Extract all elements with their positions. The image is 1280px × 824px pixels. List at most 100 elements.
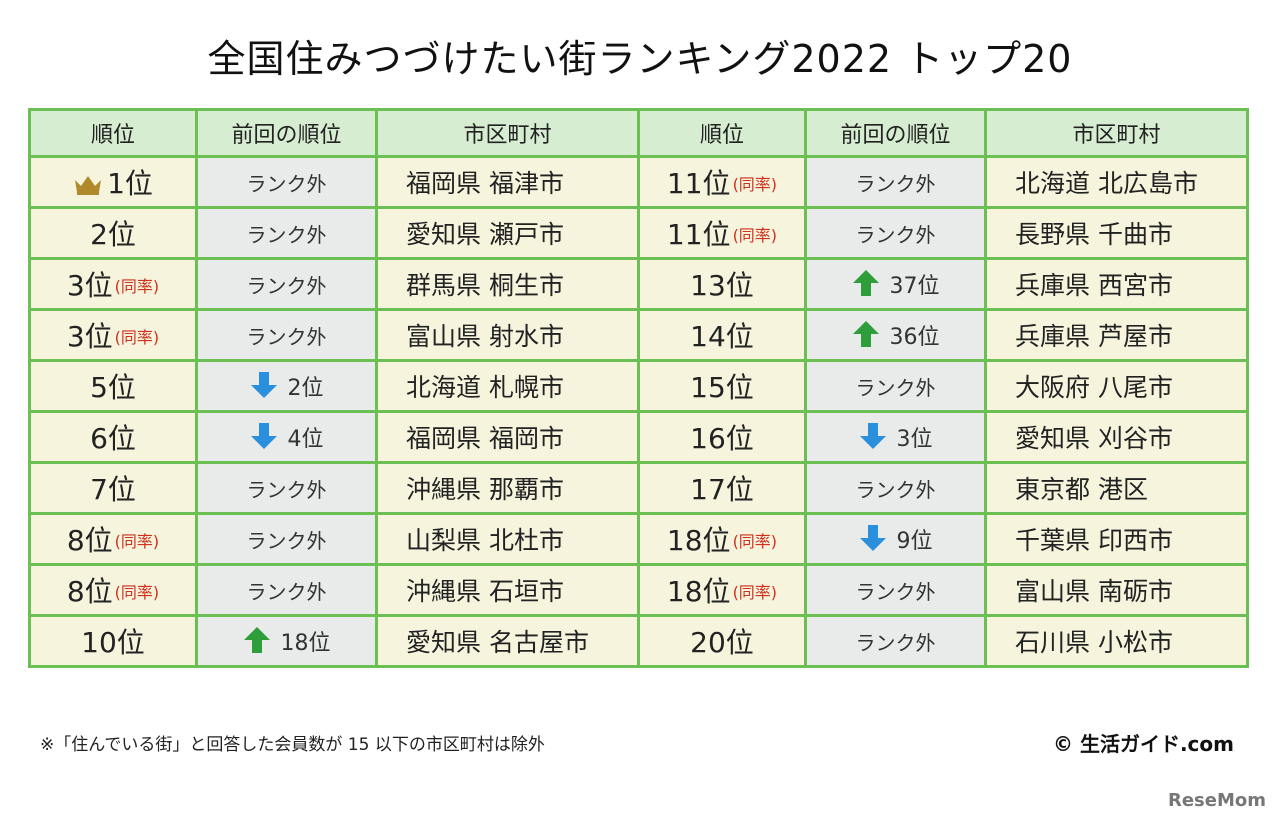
prev-rank-cell: ランク外: [804, 563, 987, 617]
table-row: 6位 4位 福岡県 福岡市 16位 3位 愛知県 刈谷市: [28, 410, 1249, 464]
arrow-down-icon: [250, 372, 277, 398]
prev-rank-value: ランク外: [855, 375, 936, 400]
rank-cell: 11位 (同率): [637, 206, 807, 260]
prev-rank-value: ランク外: [855, 171, 936, 196]
city-cell: 福岡県 福津市: [375, 155, 640, 209]
city-name: 福岡県 福津市: [406, 169, 564, 198]
city-name: 群馬県 桐生市: [406, 271, 564, 300]
tie-label: (同率): [114, 532, 160, 551]
rank-cell: 18位 (同率): [637, 512, 807, 566]
rank-cell: 3位 (同率): [28, 257, 198, 311]
rank-value: 7位: [90, 473, 136, 506]
city-name: 北海道 札幌市: [406, 373, 564, 402]
city-cell: 山梨県 北杜市: [375, 512, 640, 566]
prev-rank-cell: 37位: [804, 257, 987, 311]
prev-rank-cell: ランク外: [195, 461, 378, 515]
rank-value: 16位: [690, 422, 754, 455]
prev-rank-value: 3位: [896, 427, 933, 452]
prev-rank-value: 2位: [287, 376, 324, 401]
rank-cell: 1位: [28, 155, 198, 209]
tie-label: (同率): [114, 583, 160, 602]
prev-rank-value: ランク外: [246, 528, 327, 553]
rank-value: 8位: [66, 524, 113, 557]
rank-cell: 16位: [637, 410, 807, 464]
prev-rank-cell: ランク外: [804, 359, 987, 413]
city-name: 愛知県 瀬戸市: [406, 220, 564, 249]
tie-label: (同率): [732, 226, 778, 245]
prev-rank-value: 37位: [889, 274, 940, 299]
city-cell: 群馬県 桐生市: [375, 257, 640, 311]
rank-value: 11位: [666, 218, 731, 251]
arrow-down-icon: [859, 525, 886, 551]
rank-value: 13位: [690, 269, 754, 302]
rank-cell: 3位 (同率): [28, 308, 198, 362]
city-cell: 愛知県 刈谷市: [984, 410, 1249, 464]
rank-cell: 5位: [28, 359, 198, 413]
resemom-logo: ReseMom: [1167, 790, 1266, 811]
city-name: 沖縄県 那覇市: [406, 475, 564, 504]
prev-rank-cell: 36位: [804, 308, 987, 362]
table-row: 8位 (同率) ランク外 山梨県 北杜市 18位 (同率) 9位 千葉県 印西市: [28, 512, 1249, 566]
rank-value: 18位: [666, 524, 731, 557]
table-row: 3位 (同率) ランク外 富山県 射水市 14位 36位 兵庫県 芦屋市: [28, 308, 1249, 362]
header-rank: 順位: [28, 108, 198, 158]
rank-value: 1位: [107, 167, 153, 200]
rank-value: 11位: [666, 167, 731, 200]
rank-cell: 15位: [637, 359, 807, 413]
footnote: ※「住んでいる街」と回答した会員数が 15 以下の市区町村は除外: [40, 735, 545, 755]
header-rank: 順位: [637, 108, 807, 158]
crown-icon: [75, 176, 102, 195]
city-name: 福岡県 福岡市: [406, 424, 564, 453]
prev-rank-cell: ランク外: [195, 308, 378, 362]
city-cell: 石川県 小松市: [984, 614, 1249, 668]
city-name: 富山県 南砺市: [1015, 577, 1173, 606]
rank-value: 14位: [690, 320, 754, 353]
table-row: 8位 (同率) ランク外 沖縄県 石垣市 18位 (同率) ランク外 富山県 南砺市: [28, 563, 1249, 617]
prev-rank-value: 9位: [896, 529, 933, 554]
city-cell: 千葉県 印西市: [984, 512, 1249, 566]
arrow-down-icon: [250, 423, 277, 449]
city-cell: 福岡県 福岡市: [375, 410, 640, 464]
prev-rank-cell: ランク外: [804, 614, 987, 668]
prev-rank-cell: 18位: [195, 614, 378, 668]
prev-rank-cell: ランク外: [804, 461, 987, 515]
city-name: 千葉県 印西市: [1015, 526, 1173, 555]
prev-rank-cell: ランク外: [804, 206, 987, 260]
city-cell: 沖縄県 那覇市: [375, 461, 640, 515]
city-cell: 北海道 札幌市: [375, 359, 640, 413]
prev-rank-value: ランク外: [855, 579, 936, 604]
prev-rank-cell: 4位: [195, 410, 378, 464]
prev-rank-value: 36位: [889, 325, 940, 350]
prev-rank-cell: ランク外: [195, 257, 378, 311]
tie-label: (同率): [732, 532, 778, 551]
prev-rank-value: ランク外: [246, 222, 327, 247]
rank-cell: 2位: [28, 206, 198, 260]
prev-rank-value: ランク外: [246, 477, 327, 502]
city-cell: 富山県 射水市: [375, 308, 640, 362]
rank-value: 3位: [66, 269, 113, 302]
city-name: 愛知県 名古屋市: [406, 628, 589, 657]
table-row: 10位 18位 愛知県 名古屋市 20位 ランク外 石川県 小松市: [28, 614, 1249, 668]
page-title: 全国住みつづけたい街ランキング2022 トップ20: [207, 37, 1073, 81]
header-prev-rank: 前回の順位: [195, 108, 378, 158]
rank-value: 10位: [81, 626, 145, 659]
city-name: 沖縄県 石垣市: [406, 577, 564, 606]
prev-rank-value: ランク外: [246, 579, 327, 604]
tie-label: (同率): [114, 328, 160, 347]
header-city: 市区町村: [375, 108, 640, 158]
rank-cell: 8位 (同率): [28, 563, 198, 617]
city-name: 愛知県 刈谷市: [1015, 424, 1173, 453]
tie-label: (同率): [732, 583, 778, 602]
rank-value: 18位: [666, 575, 731, 608]
arrow-up-icon: [852, 321, 879, 347]
rank-value: 6位: [90, 422, 136, 455]
city-name: 北海道 北広島市: [1015, 169, 1198, 198]
city-cell: 愛知県 名古屋市: [375, 614, 640, 668]
city-cell: 兵庫県 芦屋市: [984, 308, 1249, 362]
city-cell: 愛知県 瀬戸市: [375, 206, 640, 260]
prev-rank-value: ランク外: [246, 324, 327, 349]
arrow-up-icon: [852, 270, 879, 296]
rank-value: 2位: [90, 218, 136, 251]
prev-rank-value: ランク外: [855, 630, 936, 655]
rank-cell: 14位: [637, 308, 807, 362]
